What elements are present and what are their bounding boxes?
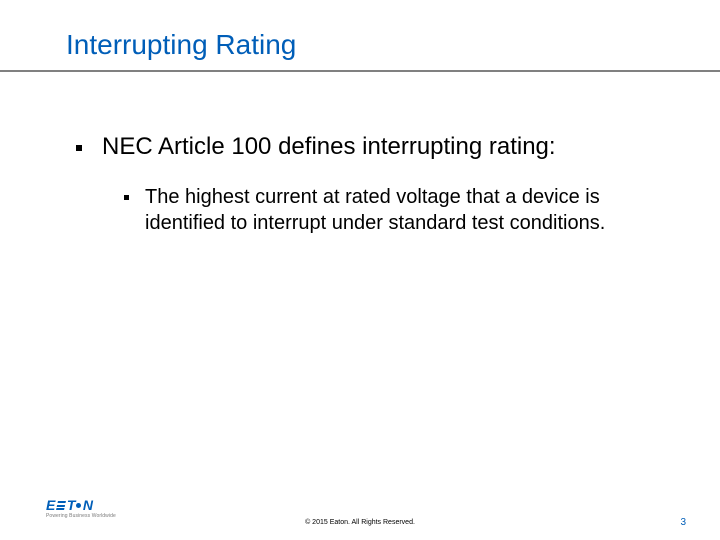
bullet-level1: NEC Article 100 defines interrupting rat… bbox=[76, 132, 670, 162]
logo-letter-e: E bbox=[46, 498, 55, 512]
slide-footer: E T N Powering Business Worldwide © 2015… bbox=[0, 494, 720, 540]
page-number: 3 bbox=[680, 517, 686, 528]
bullet-level2-text: The highest current at rated voltage tha… bbox=[145, 184, 670, 236]
logo-dot-icon bbox=[76, 503, 81, 508]
slide-title: Interrupting Rating bbox=[66, 28, 670, 72]
logo-letter-n: N bbox=[83, 498, 93, 512]
logo-bars-icon bbox=[56, 501, 66, 510]
bullet-level2: The highest current at rated voltage tha… bbox=[124, 184, 670, 236]
copyright-text: © 2015 Eaton. All Rights Reserved. bbox=[0, 519, 720, 526]
slide: Interrupting Rating NEC Article 100 defi… bbox=[0, 0, 720, 540]
title-underline bbox=[0, 70, 720, 72]
bullet-level1-text: NEC Article 100 defines interrupting rat… bbox=[102, 132, 556, 162]
slide-content: NEC Article 100 defines interrupting rat… bbox=[66, 132, 670, 236]
brand-logo-mark: E T N bbox=[46, 498, 130, 512]
logo-letter-t: T bbox=[67, 498, 75, 512]
bullet-dot-icon bbox=[124, 195, 129, 200]
bullet-dot-icon bbox=[76, 145, 82, 151]
